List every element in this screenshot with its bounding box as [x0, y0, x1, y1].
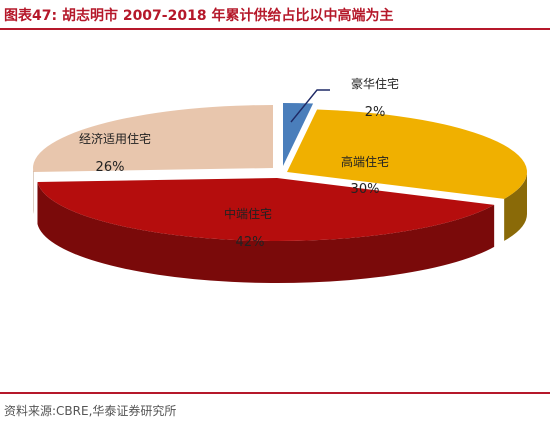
pie-chart: 豪华住宅 2% 高端住宅 30% 中端住宅 42% 经济适用住宅 26% — [33, 76, 527, 284]
pie-slice-side — [504, 172, 527, 241]
slice-label: 中端住宅 — [224, 206, 272, 221]
pie-slice-side — [37, 181, 495, 284]
pie-slice — [287, 109, 527, 199]
chart-area: 豪华住宅 2% 高端住宅 30% 中端住宅 42% 经济适用住宅 26% — [0, 30, 550, 392]
pie-slice — [283, 103, 314, 166]
pie-slice — [37, 178, 495, 242]
slice-value-label: 26% — [96, 160, 125, 175]
slice-label: 经济适用住宅 — [79, 131, 151, 146]
slice-value-label: 30% — [351, 182, 380, 197]
leader-line — [290, 89, 330, 123]
pie-slice — [33, 105, 273, 172]
title-bar: 图表47: 胡志明市 2007-2018 年累计供给占比以中高端为主 — [0, 0, 550, 30]
slice-value-label: 2% — [365, 105, 386, 120]
slice-value-label: 42% — [236, 235, 265, 250]
slice-label: 高端住宅 — [341, 154, 389, 169]
source-note: 资料来源:CBRE,华泰证券研究所 — [4, 404, 177, 418]
chart-title: 图表47: 胡志明市 2007-2018 年累计供给占比以中高端为主 — [4, 8, 394, 24]
footer-bar: 资料来源:CBRE,华泰证券研究所 — [0, 392, 550, 422]
slice-label: 豪华住宅 — [351, 76, 399, 91]
